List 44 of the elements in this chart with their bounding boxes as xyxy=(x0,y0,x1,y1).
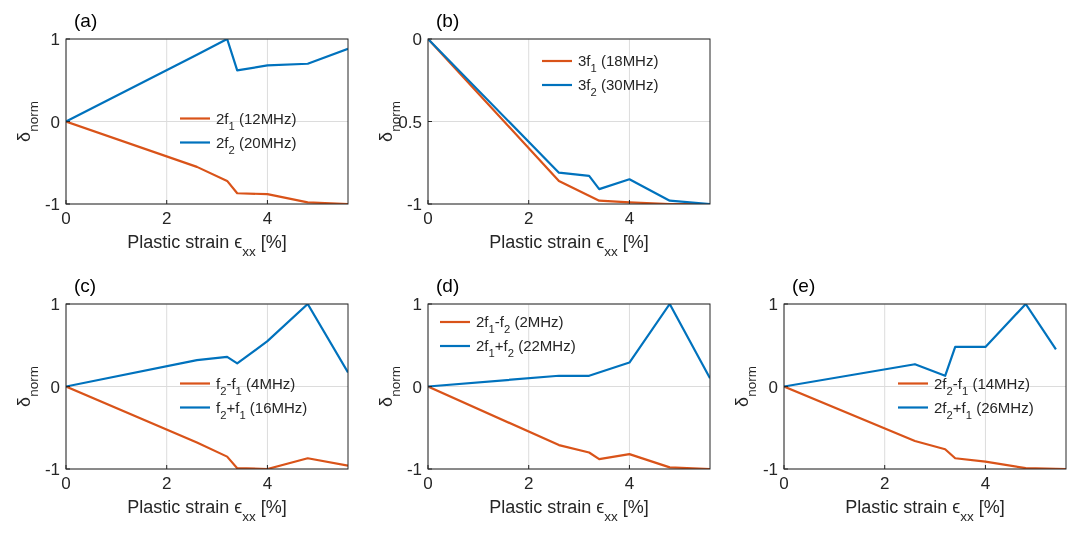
legend-label: 2f$_{2}$ (20MHz) xyxy=(216,133,297,156)
x-tick-label: 2 xyxy=(879,474,890,493)
x-axis-title: Plastic strain ϵ$_{xx}$ [%] xyxy=(845,497,1005,524)
y-tick-label: 1 xyxy=(50,295,60,314)
legend-label: 2f$_{1}$ (12MHz) xyxy=(216,109,297,132)
legend-label: 3f$_{2}$ (30MHz) xyxy=(578,76,659,98)
x-tick-label: 4 xyxy=(624,209,635,228)
y-tick-label: -1 xyxy=(44,195,60,214)
y-tick-label: 0 xyxy=(50,377,60,397)
legend-label: f$_{2}$-f$_{1}$ (4MHz) xyxy=(216,374,296,397)
x-axis-title: Plastic strain ϵ$_{xx}$ [%] xyxy=(127,497,287,524)
x-tick-label: 2 xyxy=(161,474,172,493)
x-tick-label: 4 xyxy=(262,474,273,493)
legend-label: 3f$_{1}$ (18MHz) xyxy=(578,52,659,74)
y-tick-label: 0 xyxy=(50,112,60,132)
legend-label: 2f$_{1}$+f$_{2}$ (22MHz) xyxy=(476,337,576,359)
y-tick-label: 0 xyxy=(412,30,422,49)
y-tick-label: 1 xyxy=(412,295,422,314)
legend-label: f$_{2}$+f$_{1}$ (16MHz) xyxy=(216,398,308,421)
y-tick-label: 1 xyxy=(768,295,778,314)
y-tick-label: 0 xyxy=(412,377,422,397)
x-axis-title: Plastic strain ϵ$_{xx}$ [%] xyxy=(127,232,287,259)
y-tick-label: -1 xyxy=(762,460,778,479)
x-tick-label: 2 xyxy=(523,209,534,228)
chart-title: (b) xyxy=(436,10,460,31)
x-axis-title: Plastic strain ϵ$_{xx}$ [%] xyxy=(489,232,649,259)
chart-title: (c) xyxy=(74,275,97,296)
chart-title: (a) xyxy=(74,10,98,31)
x-tick-label: 2 xyxy=(161,209,172,228)
x-tick-label: 4 xyxy=(624,474,635,493)
y-tick-label: -1 xyxy=(406,460,422,479)
y-tick-label: -1 xyxy=(406,195,422,214)
legend-label: 2f$_{2}$+f$_{1}$ (26MHz) xyxy=(934,398,1034,421)
x-tick-label: 4 xyxy=(262,209,273,228)
y-tick-label: -1 xyxy=(44,460,60,479)
x-tick-label: 2 xyxy=(523,474,534,493)
chart-title: (e) xyxy=(792,275,816,296)
x-axis-title: Plastic strain ϵ$_{xx}$ [%] xyxy=(489,497,649,524)
y-tick-label: 0 xyxy=(768,377,778,397)
legend-label: 2f$_{1}$-f$_{2}$ (2MHz) xyxy=(476,313,564,335)
x-tick-label: 4 xyxy=(980,474,991,493)
y-tick-label: 1 xyxy=(50,30,60,49)
chart-title: (d) xyxy=(436,275,460,296)
legend-label: 2f$_{2}$-f$_{1}$ (14MHz) xyxy=(934,374,1030,397)
